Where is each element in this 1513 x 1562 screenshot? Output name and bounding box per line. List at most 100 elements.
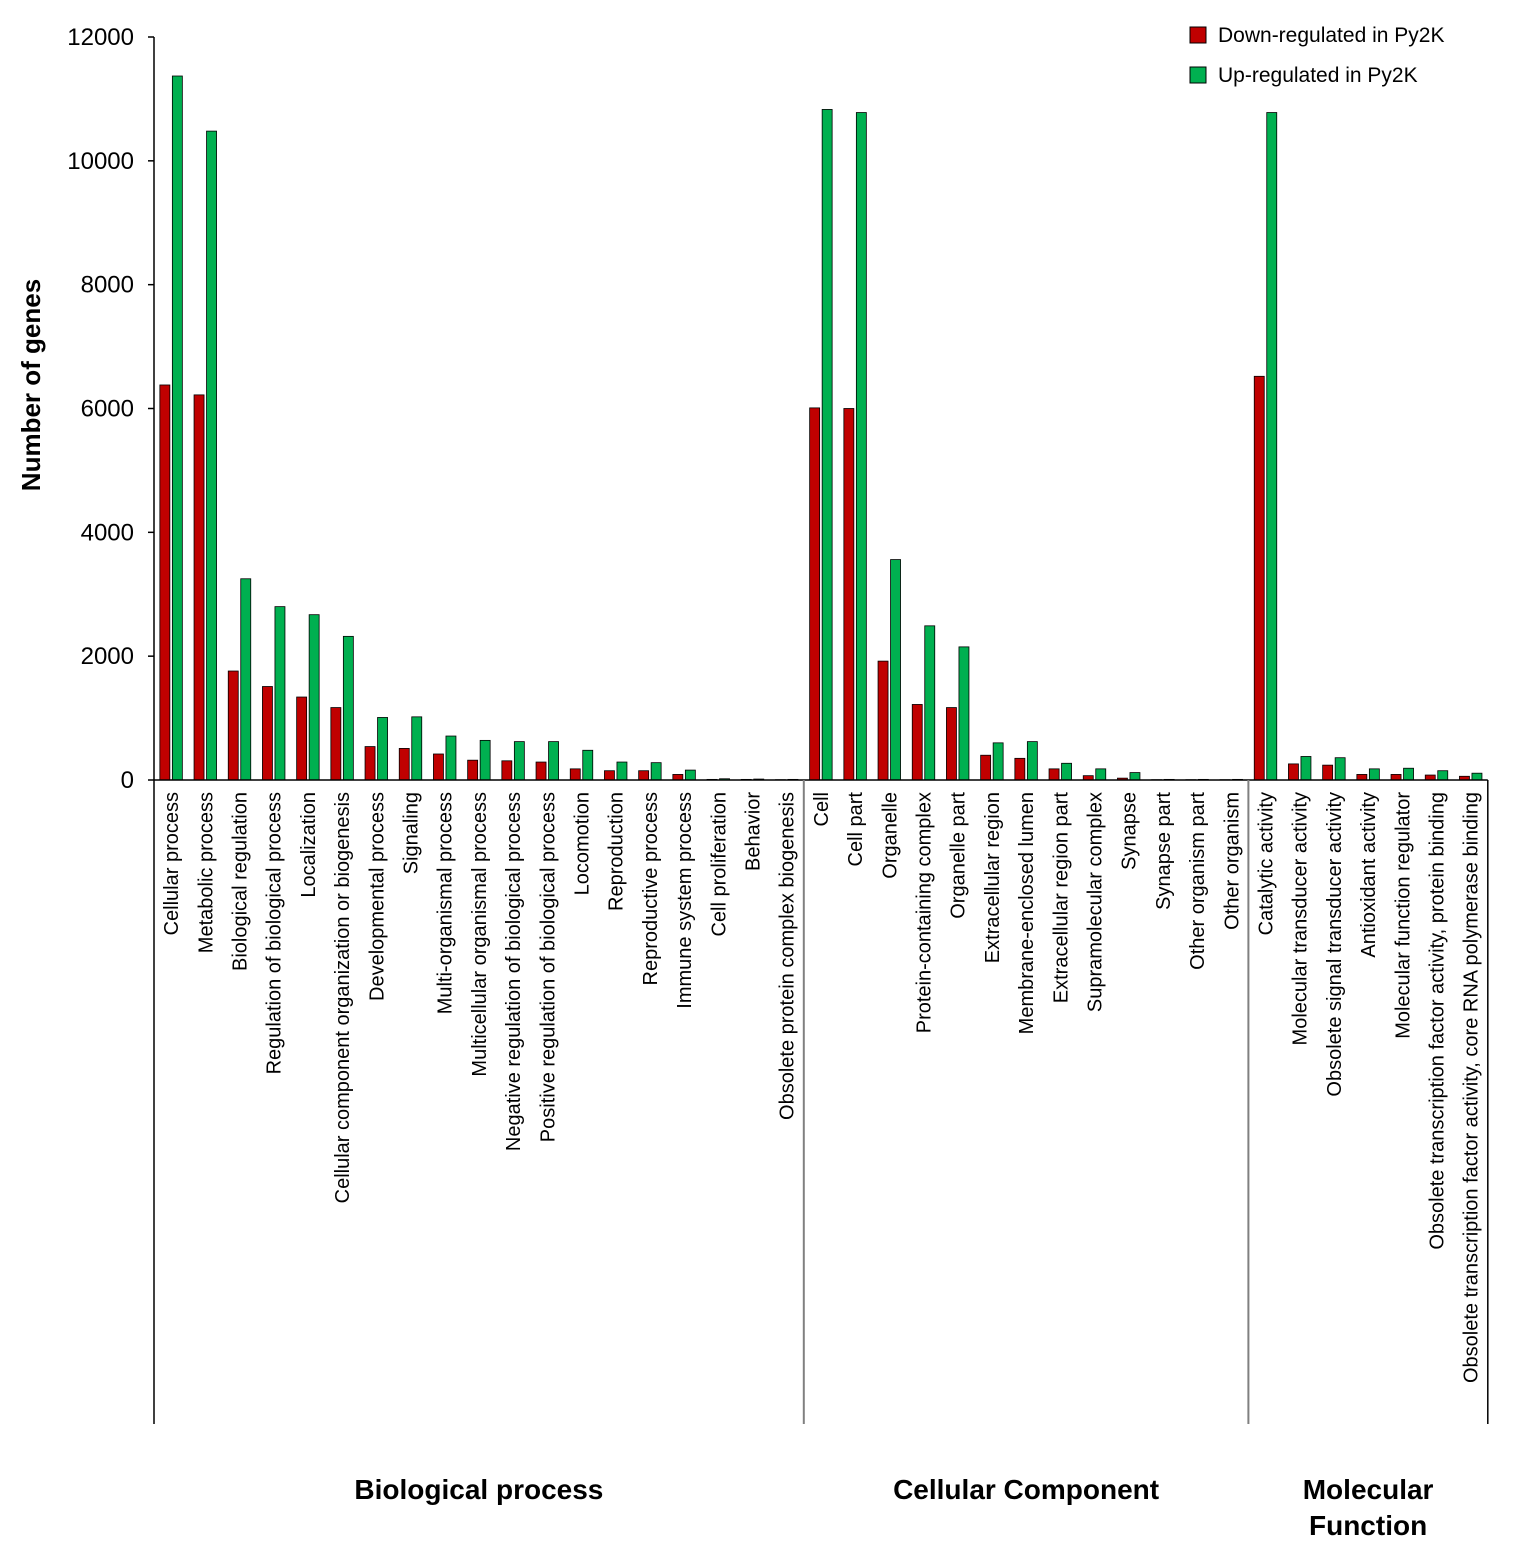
category-label: Obsolete protein complex biogenesis — [777, 792, 799, 1120]
category-label: Other organism part — [1187, 792, 1209, 970]
category-label: Synapse — [1119, 792, 1141, 870]
bar-down — [501, 760, 513, 781]
bar-down — [1356, 774, 1368, 781]
bar-down — [159, 384, 171, 781]
bar-down — [193, 394, 205, 781]
bar-up — [377, 717, 388, 781]
bars — [159, 75, 1483, 781]
bar-up — [992, 742, 1004, 781]
category-label: Reproductive process — [640, 792, 662, 985]
category-label: Behavior — [743, 792, 765, 871]
y-axis-title: Number of genes — [16, 279, 46, 491]
bar-down — [1288, 763, 1299, 781]
y-tick-label: 8000 — [81, 272, 134, 299]
bar-up — [1129, 772, 1141, 781]
bar-up — [513, 741, 525, 781]
category-label: Multi-organismal process — [435, 792, 457, 1014]
bar-up — [1403, 767, 1414, 781]
category-label: Immune system process — [674, 792, 696, 1009]
bar-up — [924, 625, 936, 781]
bar-up — [821, 109, 833, 781]
y-tick-label: 12000 — [67, 24, 134, 51]
bar-up — [958, 646, 970, 781]
bar-down — [1014, 757, 1026, 781]
bar-up — [342, 635, 354, 781]
category-label: Extracellular region — [982, 792, 1004, 963]
bar-up — [1471, 772, 1483, 781]
category-label: Biological regulation — [230, 792, 252, 971]
category-label: Obsolete signal transducer activity — [1324, 792, 1346, 1097]
bar-down — [227, 670, 239, 781]
bar-up — [548, 741, 559, 781]
category-label: Protein-containing complex — [914, 792, 936, 1033]
bar-up — [582, 749, 594, 781]
category-labels: Cellular process Metabolic process Biologi… — [161, 792, 1483, 1383]
bar-down — [467, 759, 479, 781]
category-label: Metabolic process — [195, 792, 217, 953]
category-label: Extracellular region part — [1050, 792, 1072, 1004]
category-label: Antioxidant activity — [1358, 792, 1380, 958]
y-tick-label: 4000 — [81, 519, 134, 546]
y-axis-ticks: 0 2000 4000 6000 8000 10000 12000 — [67, 24, 154, 794]
category-label: Organelle part — [948, 792, 970, 919]
axes — [153, 37, 1489, 1424]
group-label: Biological process — [354, 1474, 603, 1505]
category-label: Developmental process — [366, 792, 388, 1001]
bar-down — [330, 707, 342, 781]
bar-down — [980, 754, 992, 781]
bar-up — [206, 130, 217, 781]
bar-down — [569, 768, 581, 781]
group-labels: Biological process Cellular Component Mole… — [354, 1474, 1433, 1541]
bar-up — [479, 739, 491, 781]
bar-up — [1300, 756, 1312, 781]
bar-up — [1437, 770, 1449, 781]
bar-up — [684, 769, 696, 781]
bar-down — [843, 408, 855, 781]
bar-up — [411, 716, 423, 781]
bar-down — [1322, 764, 1334, 781]
bar-down — [398, 748, 410, 781]
category-label: Cellular process — [161, 792, 183, 935]
bar-up — [240, 578, 252, 781]
bar-down — [433, 753, 444, 781]
legend-label: Up-regulated in Py2K — [1218, 64, 1418, 87]
y-tick-label: 10000 — [67, 148, 134, 175]
bar-down — [672, 774, 684, 781]
bar-up — [1266, 112, 1278, 781]
y-tick-label: 2000 — [81, 643, 134, 670]
category-label: Positive regulation of biological proces… — [537, 792, 559, 1142]
bar-down — [604, 770, 615, 781]
bar-up — [1368, 768, 1380, 781]
category-label: Locomotion — [572, 792, 594, 895]
bar-up — [1334, 757, 1346, 781]
category-label: Cell part — [845, 792, 867, 867]
group-label: Cellular Component — [893, 1474, 1159, 1505]
bar-up — [1095, 768, 1107, 781]
bar-up — [1026, 741, 1038, 781]
bar-down — [296, 696, 308, 781]
bar-up — [308, 614, 320, 781]
legend: Down-regulated in Py2K Up-regulated in Py… — [1189, 24, 1444, 87]
bar-up — [616, 761, 628, 781]
bar-down — [364, 746, 376, 781]
bar-down — [1048, 768, 1060, 781]
bar-up — [171, 75, 183, 781]
category-label: Catalytic activity — [1256, 792, 1278, 935]
category-label: Synapse part — [1153, 792, 1175, 910]
category-label: Molecular transducer activity — [1290, 792, 1312, 1045]
category-label: Obsolete transcription factor activity, … — [1461, 792, 1483, 1383]
bar-up — [445, 735, 457, 781]
bar-down — [1390, 774, 1402, 781]
bar-down — [262, 686, 273, 781]
category-label: Localization — [298, 792, 320, 898]
category-label: Signaling — [401, 792, 423, 874]
group-label: Molecular — [1303, 1474, 1434, 1505]
bar-down — [877, 660, 889, 781]
bar-down — [946, 707, 957, 781]
category-label: Negative regulation of biological proces… — [503, 792, 525, 1151]
category-label: Cell proliferation — [708, 792, 730, 937]
bar-down — [1253, 375, 1265, 781]
category-label: Membrane-enclosed lumen — [1016, 792, 1038, 1034]
category-label: Cell — [811, 792, 833, 826]
